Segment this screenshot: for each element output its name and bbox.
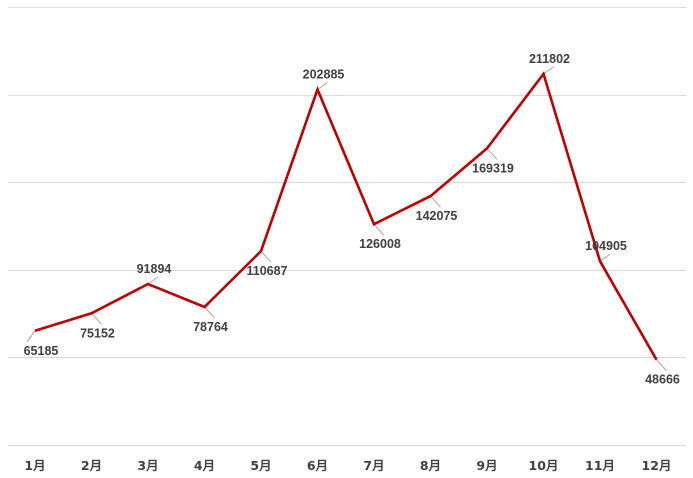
leader-line-9 bbox=[486, 148, 498, 160]
data-label-10: 211802 bbox=[529, 52, 570, 66]
leader-line-5 bbox=[260, 250, 272, 263]
data-label-5: 110687 bbox=[246, 264, 287, 278]
leader-line-8 bbox=[430, 195, 441, 208]
leader-line-7 bbox=[373, 223, 385, 236]
x-tick-labels: 1月 2月 3月 4月 5月 6月 7月 8月 9月 10月 11月 12月 bbox=[24, 458, 671, 473]
data-label-8: 142075 bbox=[416, 209, 458, 223]
x-tick-label-3: 3月 bbox=[137, 458, 158, 473]
x-tick-label-9: 9月 bbox=[476, 458, 497, 473]
data-label-11: 104905 bbox=[585, 239, 627, 253]
data-label-7: 126008 bbox=[359, 237, 401, 251]
x-tick-label-1: 1月 bbox=[24, 458, 45, 473]
leader-line-3 bbox=[147, 276, 159, 285]
data-labels: 65185 75152 91894 78764 110687 202885 126008 14… bbox=[24, 52, 680, 387]
leader-line-6 bbox=[317, 82, 328, 90]
x-tick-label-7: 7月 bbox=[363, 458, 384, 473]
series-layer bbox=[34, 71, 658, 361]
leader-line-1 bbox=[26, 330, 36, 343]
data-label-leaders bbox=[26, 66, 667, 372]
data-label-1: 65185 bbox=[24, 344, 59, 358]
x-tick-label-6: 6月 bbox=[307, 458, 328, 473]
x-tick-label-11: 11月 bbox=[585, 458, 615, 473]
leader-line-12 bbox=[656, 359, 667, 372]
x-tick-label-10: 10月 bbox=[529, 458, 559, 473]
data-label-4: 78764 bbox=[193, 320, 228, 334]
x-tick-label-2: 2月 bbox=[81, 458, 102, 473]
data-label-12: 48666 bbox=[645, 373, 680, 387]
data-label-3: 91894 bbox=[137, 262, 172, 276]
leader-line-4 bbox=[204, 306, 215, 319]
series-line bbox=[34, 71, 658, 361]
x-tick-label-12: 12月 bbox=[642, 458, 672, 473]
gridlines bbox=[8, 7, 686, 358]
data-label-9: 169319 bbox=[472, 161, 514, 175]
data-label-2: 75152 bbox=[80, 326, 115, 340]
leader-line-11 bbox=[599, 253, 611, 262]
leader-line-2 bbox=[91, 312, 102, 325]
x-tick-label-8: 8月 bbox=[420, 458, 441, 473]
x-tick-label-4: 4月 bbox=[194, 458, 215, 473]
leader-line-10 bbox=[543, 66, 554, 75]
x-tick-label-5: 5月 bbox=[250, 458, 271, 473]
data-label-6: 202885 bbox=[303, 68, 345, 82]
